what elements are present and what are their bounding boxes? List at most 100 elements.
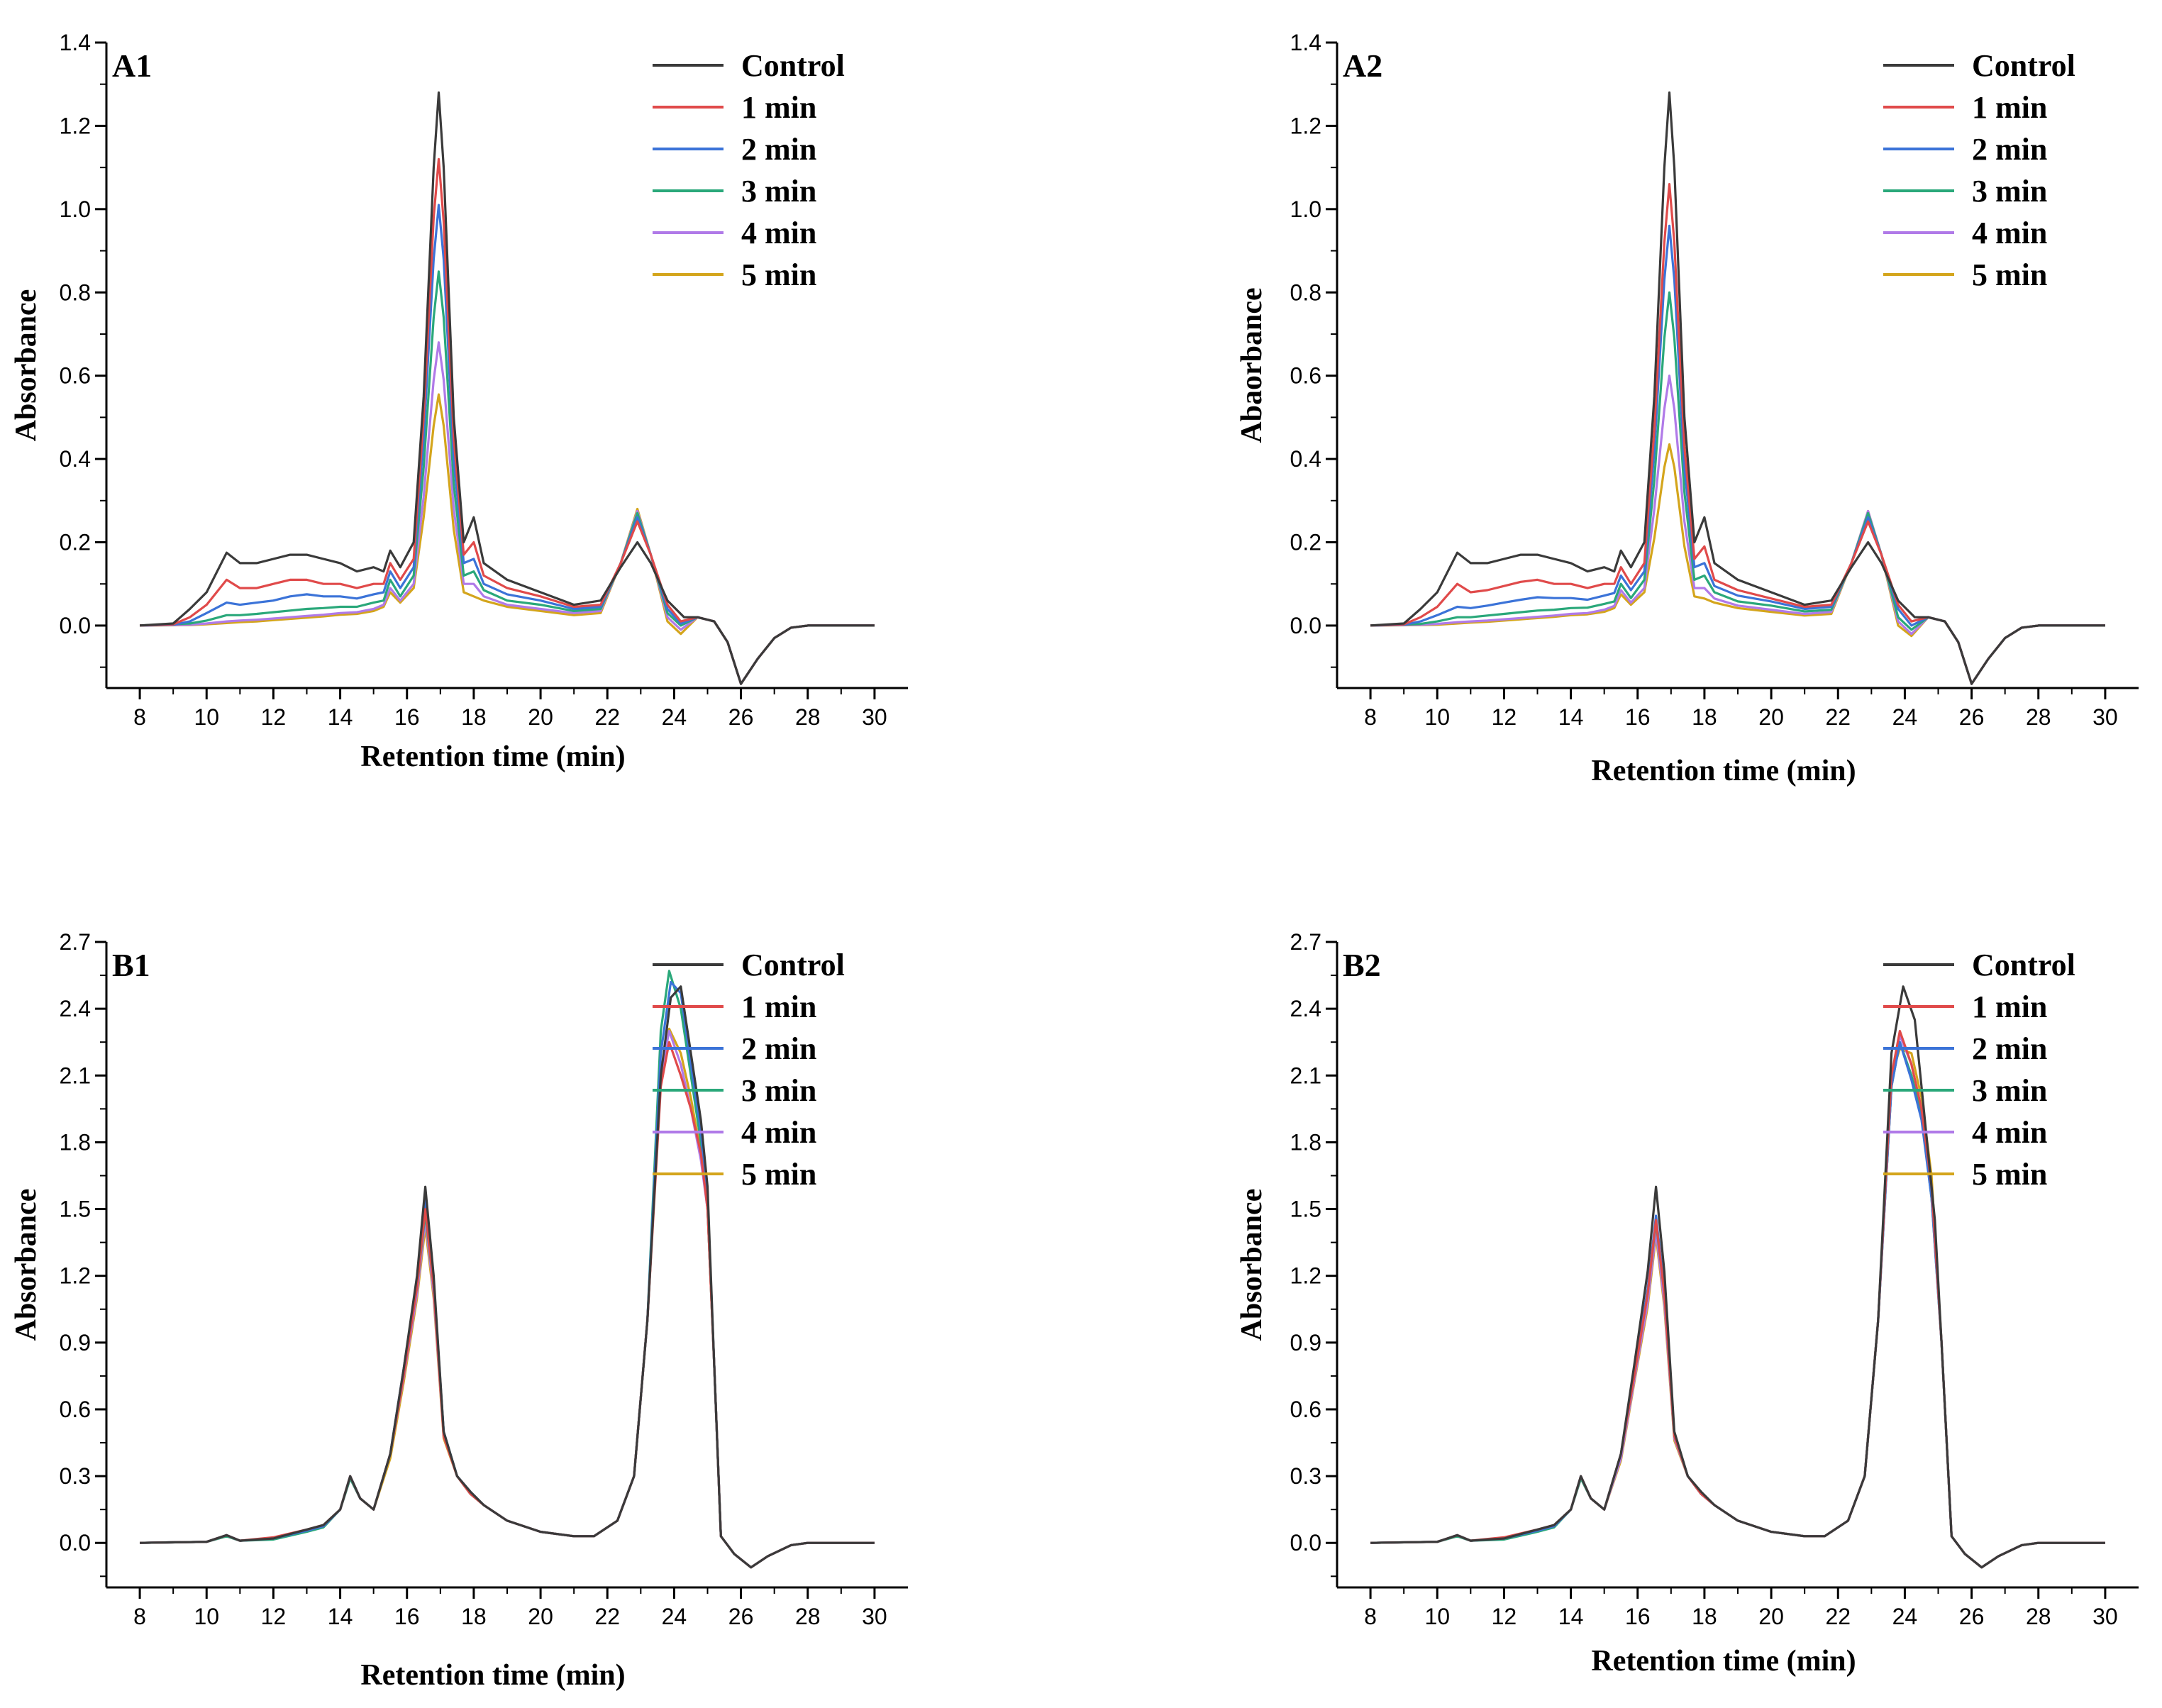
x-tick-label: 20 bbox=[1758, 1604, 1784, 1629]
y-tick-label: 2.1 bbox=[60, 1063, 91, 1088]
y-tick-label: 1.2 bbox=[60, 1263, 91, 1289]
legend-label: Control bbox=[1972, 948, 2075, 982]
legend-label: 4 min bbox=[1972, 216, 2047, 250]
y-axis-title: Abaorbance bbox=[1236, 287, 1268, 443]
y-axis-title: Absorbance bbox=[10, 289, 43, 442]
y-tick-label: 0.0 bbox=[1290, 1530, 1321, 1556]
legend-label: 3 min bbox=[741, 174, 816, 209]
y-tick-label: 0.0 bbox=[1290, 613, 1321, 638]
chart-a1: 8 10 12 14 16 18 20 22 24 26 28 30 0.0 0.2 0.4 0.6 0.8 1.… bbox=[10, 30, 908, 773]
y-tick-label: 0.2 bbox=[1290, 530, 1321, 555]
legend-label: 4 min bbox=[1972, 1115, 2047, 1150]
x-tick-label: 14 bbox=[1558, 1604, 1584, 1629]
x-tick-label: 28 bbox=[795, 704, 821, 730]
y-tick-label: 0.8 bbox=[1290, 279, 1321, 305]
legend-label: 2 min bbox=[1972, 132, 2047, 167]
x-tick-label: 26 bbox=[728, 704, 754, 730]
x-tick-label: 20 bbox=[528, 704, 553, 730]
panel-label: B1 bbox=[112, 947, 150, 983]
x-tick-label: 16 bbox=[1625, 1604, 1651, 1629]
y-tick-label: 2.7 bbox=[1290, 929, 1321, 955]
y-tick-label: 2.7 bbox=[60, 929, 91, 955]
x-tick-label: 22 bbox=[594, 1604, 620, 1629]
x-axis-title: Retention time (min) bbox=[1591, 755, 1856, 787]
legend-label: 5 min bbox=[1972, 1157, 2047, 1192]
panel-label: A2 bbox=[1343, 48, 1382, 84]
x-tick-label: 8 bbox=[133, 1604, 146, 1629]
x-tick-label: 16 bbox=[394, 704, 420, 730]
y-tick-label: 0.6 bbox=[60, 1397, 91, 1422]
x-tick-label: 28 bbox=[795, 1604, 821, 1629]
legend-label: 1 min bbox=[741, 989, 816, 1024]
x-tick-label: 10 bbox=[194, 1604, 219, 1629]
legend-label: 4 min bbox=[741, 1115, 816, 1150]
x-tick-label: 16 bbox=[394, 1604, 420, 1629]
y-tick-label: 0.6 bbox=[60, 363, 91, 389]
legend-label: Control bbox=[1972, 48, 2075, 83]
y-tick-label: 2.4 bbox=[1290, 996, 1321, 1021]
legend-label: 3 min bbox=[1972, 1073, 2047, 1108]
y-tick-label: 2.1 bbox=[1290, 1063, 1321, 1088]
y-tick-label: 1.2 bbox=[60, 113, 91, 138]
x-tick-label: 18 bbox=[1692, 704, 1717, 730]
y-tick-label: 0.9 bbox=[1290, 1330, 1321, 1355]
legend-label: 4 min bbox=[741, 216, 816, 250]
x-tick-label: 14 bbox=[328, 704, 353, 730]
legend-label: 1 min bbox=[1972, 90, 2047, 125]
x-tick-label: 26 bbox=[728, 1604, 754, 1629]
y-tick-label: 1.8 bbox=[1290, 1129, 1321, 1155]
legend-label: 3 min bbox=[741, 1073, 816, 1108]
x-tick-label: 22 bbox=[1825, 1604, 1851, 1629]
x-tick-label: 18 bbox=[1692, 1604, 1717, 1629]
y-tick-label: 0.8 bbox=[60, 279, 91, 305]
x-tick-label: 22 bbox=[1825, 704, 1851, 730]
chart-b1: 8 10 12 14 16 18 20 22 24 26 28 30 0.0 0.3 0.6 0.9 1.2 1.… bbox=[10, 929, 908, 1692]
series-line-control bbox=[1370, 985, 2105, 1569]
legend-label: 5 min bbox=[741, 1157, 816, 1192]
x-tick-label: 14 bbox=[1558, 704, 1584, 730]
x-tick-label: 30 bbox=[2092, 1604, 2118, 1629]
x-tick-label: 10 bbox=[1424, 1604, 1450, 1629]
legend-label: 5 min bbox=[1972, 257, 2047, 292]
y-tick-label: 1.4 bbox=[60, 30, 91, 55]
x-tick-label: 10 bbox=[194, 704, 219, 730]
x-tick-label: 12 bbox=[1492, 704, 1517, 730]
y-tick-label: 1.2 bbox=[1290, 1263, 1321, 1289]
x-tick-label: 24 bbox=[1892, 1604, 1918, 1629]
legend-label: 1 min bbox=[741, 90, 816, 125]
y-tick-label: 0.3 bbox=[1290, 1463, 1321, 1489]
y-axis-title: Absorbance bbox=[10, 1189, 43, 1341]
legend-label: Control bbox=[741, 48, 845, 83]
x-tick-label: 18 bbox=[461, 1604, 487, 1629]
x-tick-label: 24 bbox=[1892, 704, 1918, 730]
y-tick-label: 0.0 bbox=[60, 613, 91, 638]
x-tick-label: 20 bbox=[528, 1604, 553, 1629]
panel-label: B2 bbox=[1343, 947, 1381, 983]
x-tick-label: 22 bbox=[594, 704, 620, 730]
panel-label: A1 bbox=[112, 48, 152, 84]
chart-a2: 8 10 12 14 16 18 20 22 24 26 28 30 0.0 0.2 0.4 0.6 0.8 1.… bbox=[1236, 30, 2139, 787]
x-tick-label: 12 bbox=[261, 1604, 287, 1629]
x-tick-label: 18 bbox=[461, 704, 487, 730]
x-axis-title: Retention time (min) bbox=[360, 1659, 625, 1692]
x-tick-label: 10 bbox=[1424, 704, 1450, 730]
x-tick-label: 26 bbox=[1959, 704, 1985, 730]
x-tick-label: 20 bbox=[1758, 704, 1784, 730]
x-tick-label: 26 bbox=[1959, 1604, 1985, 1629]
series-line-control bbox=[140, 91, 875, 685]
legend-label: 2 min bbox=[1972, 1031, 2047, 1066]
legend-label: 3 min bbox=[1972, 174, 2047, 209]
y-tick-label: 0.6 bbox=[1290, 363, 1321, 389]
y-tick-label: 1.5 bbox=[60, 1197, 91, 1222]
y-tick-label: 0.0 bbox=[60, 1530, 91, 1556]
y-tick-label: 0.3 bbox=[60, 1463, 91, 1489]
x-axis-title: Retention time (min) bbox=[1591, 1645, 1856, 1678]
legend-label: Control bbox=[741, 948, 845, 982]
series-line-control bbox=[1370, 91, 2105, 685]
y-tick-label: 1.0 bbox=[60, 196, 91, 222]
x-tick-label: 28 bbox=[2026, 704, 2051, 730]
x-axis-title: Retention time (min) bbox=[360, 741, 625, 773]
y-tick-label: 2.4 bbox=[60, 996, 91, 1021]
legend-label: 2 min bbox=[741, 1031, 816, 1066]
